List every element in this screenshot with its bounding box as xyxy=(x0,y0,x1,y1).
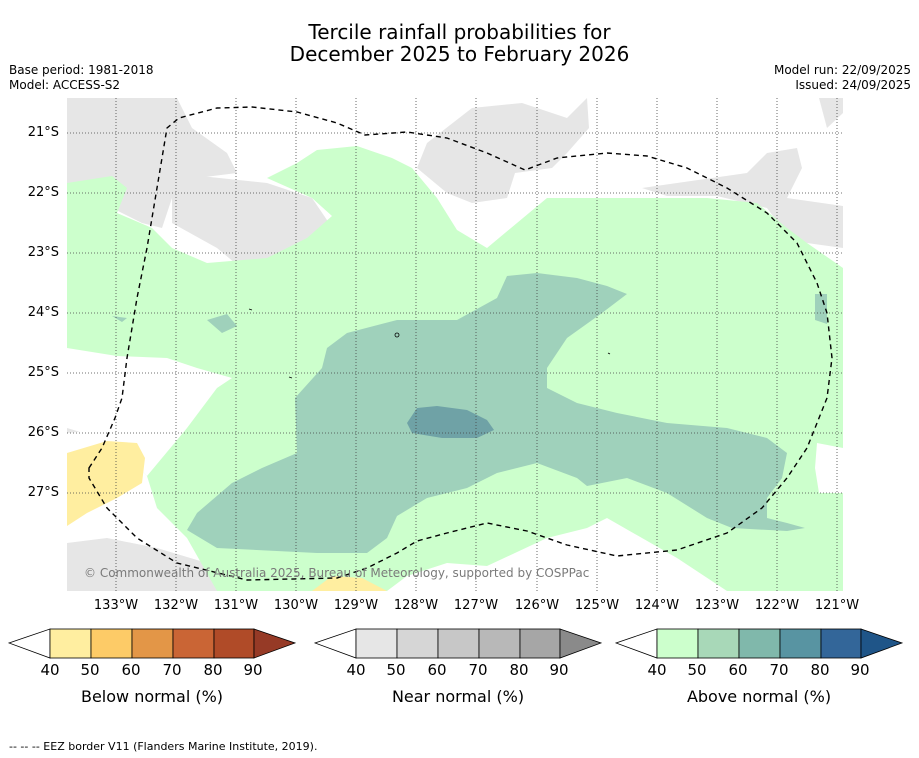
above-normal-swatch-60 xyxy=(738,628,781,659)
below-normal-swatch-70 xyxy=(172,628,215,659)
below-tick-50: 50 xyxy=(80,661,100,679)
map-copyright: © Commonwealth of Australia 2025, Bureau… xyxy=(84,566,590,580)
base-period: Base period: 1981-2018 xyxy=(9,63,154,77)
below-normal-swatch-80 xyxy=(213,628,255,659)
lat-label-24s: 24°S xyxy=(27,305,59,320)
near-normal-swatch-lower xyxy=(314,628,357,659)
near-tick-90: 90 xyxy=(549,661,569,679)
lon-label-130w: 130°W xyxy=(273,598,319,613)
near-normal-label: Near normal (%) xyxy=(391,687,525,706)
below-tick-60: 60 xyxy=(121,661,141,679)
above-normal-swatch-upper xyxy=(860,628,903,659)
below-tick-80: 80 xyxy=(203,661,223,679)
above-tick-60: 60 xyxy=(728,661,748,679)
lon-label-123w: 123°W xyxy=(694,598,740,613)
lon-label-127w: 127°W xyxy=(453,598,499,613)
near-normal-swatch-70 xyxy=(478,628,521,659)
below-tick-70: 70 xyxy=(162,661,182,679)
near-normal-swatch-upper xyxy=(559,628,602,659)
lon-label-129w: 129°W xyxy=(333,598,379,613)
lat-label-25s: 25°S xyxy=(27,365,59,380)
eez-border xyxy=(88,106,833,581)
below-normal-40-50 xyxy=(67,441,387,591)
below-normal-label: Below normal (%) xyxy=(80,687,224,706)
lon-label-128w: 128°W xyxy=(393,598,439,613)
below-normal-swatch-lower xyxy=(8,628,51,659)
lon-label-125w: 125°W xyxy=(574,598,620,613)
lon-label-131w: 131°W xyxy=(213,598,259,613)
lat-label-22s: 22°S xyxy=(27,185,59,200)
near-tick-50: 50 xyxy=(386,661,406,679)
below-normal-swatch-upper xyxy=(253,628,296,659)
near-tick-40: 40 xyxy=(346,661,366,679)
model-name: Model: ACCESS-S2 xyxy=(9,78,121,92)
near-normal-swatch-60 xyxy=(437,628,480,659)
above-normal-swatch-lower xyxy=(615,628,658,659)
below-normal-swatch-60 xyxy=(131,628,174,659)
above-tick-40: 40 xyxy=(647,661,667,679)
above-normal-swatch-70 xyxy=(779,628,822,659)
near-normal-swatch-80 xyxy=(519,628,561,659)
above-normal-50-60-edge xyxy=(815,294,827,324)
map-title-line-1: Tercile rainfall probabilities for xyxy=(308,20,611,44)
above-tick-50: 50 xyxy=(687,661,707,679)
lat-label-23s: 23°S xyxy=(27,245,59,260)
lon-label-133w: 133°W xyxy=(93,598,139,613)
above-normal-colorbar xyxy=(615,628,903,659)
probability-map xyxy=(67,98,843,591)
above-normal-50-60-small xyxy=(207,314,237,333)
near-tick-80: 80 xyxy=(509,661,529,679)
lat-label-27s: 27°S xyxy=(27,485,59,500)
islands xyxy=(248,308,611,379)
below-tick-40: 40 xyxy=(40,661,60,679)
below-threshold-gaps xyxy=(67,348,843,493)
graticule xyxy=(67,98,843,591)
near-normal-colorbar xyxy=(314,628,602,659)
below-normal-swatch-50 xyxy=(90,628,133,659)
above-normal-50-60 xyxy=(187,273,805,553)
above-normal-60-70 xyxy=(407,406,494,438)
below-normal-swatch-40 xyxy=(49,628,92,659)
near-tick-70: 70 xyxy=(468,661,488,679)
near-normal-swatch-40 xyxy=(355,628,398,659)
model-run-date: Model run: 22/09/2025 xyxy=(773,63,911,77)
issued-date: Issued: 24/09/2025 xyxy=(795,78,911,92)
below-tick-90: 90 xyxy=(243,661,263,679)
lon-label-124w: 124°W xyxy=(634,598,680,613)
lon-label-122w: 122°W xyxy=(754,598,800,613)
lon-label-121w: 121°W xyxy=(814,598,860,613)
lat-label-26s: 26°S xyxy=(27,425,59,440)
above-tick-90: 90 xyxy=(850,661,870,679)
above-normal-swatch-50 xyxy=(697,628,740,659)
above-normal-swatch-80 xyxy=(820,628,862,659)
lon-label-126w: 126°W xyxy=(514,598,560,613)
above-normal-swatch-40 xyxy=(656,628,699,659)
near-normal-swatch-50 xyxy=(396,628,439,659)
lon-label-132w: 132°W xyxy=(153,598,199,613)
above-normal-label: Above normal (%) xyxy=(686,687,832,706)
eez-footnote: -- -- -- EEZ border V11 (Flanders Marine… xyxy=(9,740,318,753)
above-tick-70: 70 xyxy=(769,661,789,679)
near-tick-60: 60 xyxy=(427,661,447,679)
below-normal-colorbar xyxy=(8,628,296,659)
above-tick-80: 80 xyxy=(810,661,830,679)
map-title-line-2: December 2025 to February 2026 xyxy=(289,42,630,66)
lat-label-21s: 21°S xyxy=(27,125,59,140)
